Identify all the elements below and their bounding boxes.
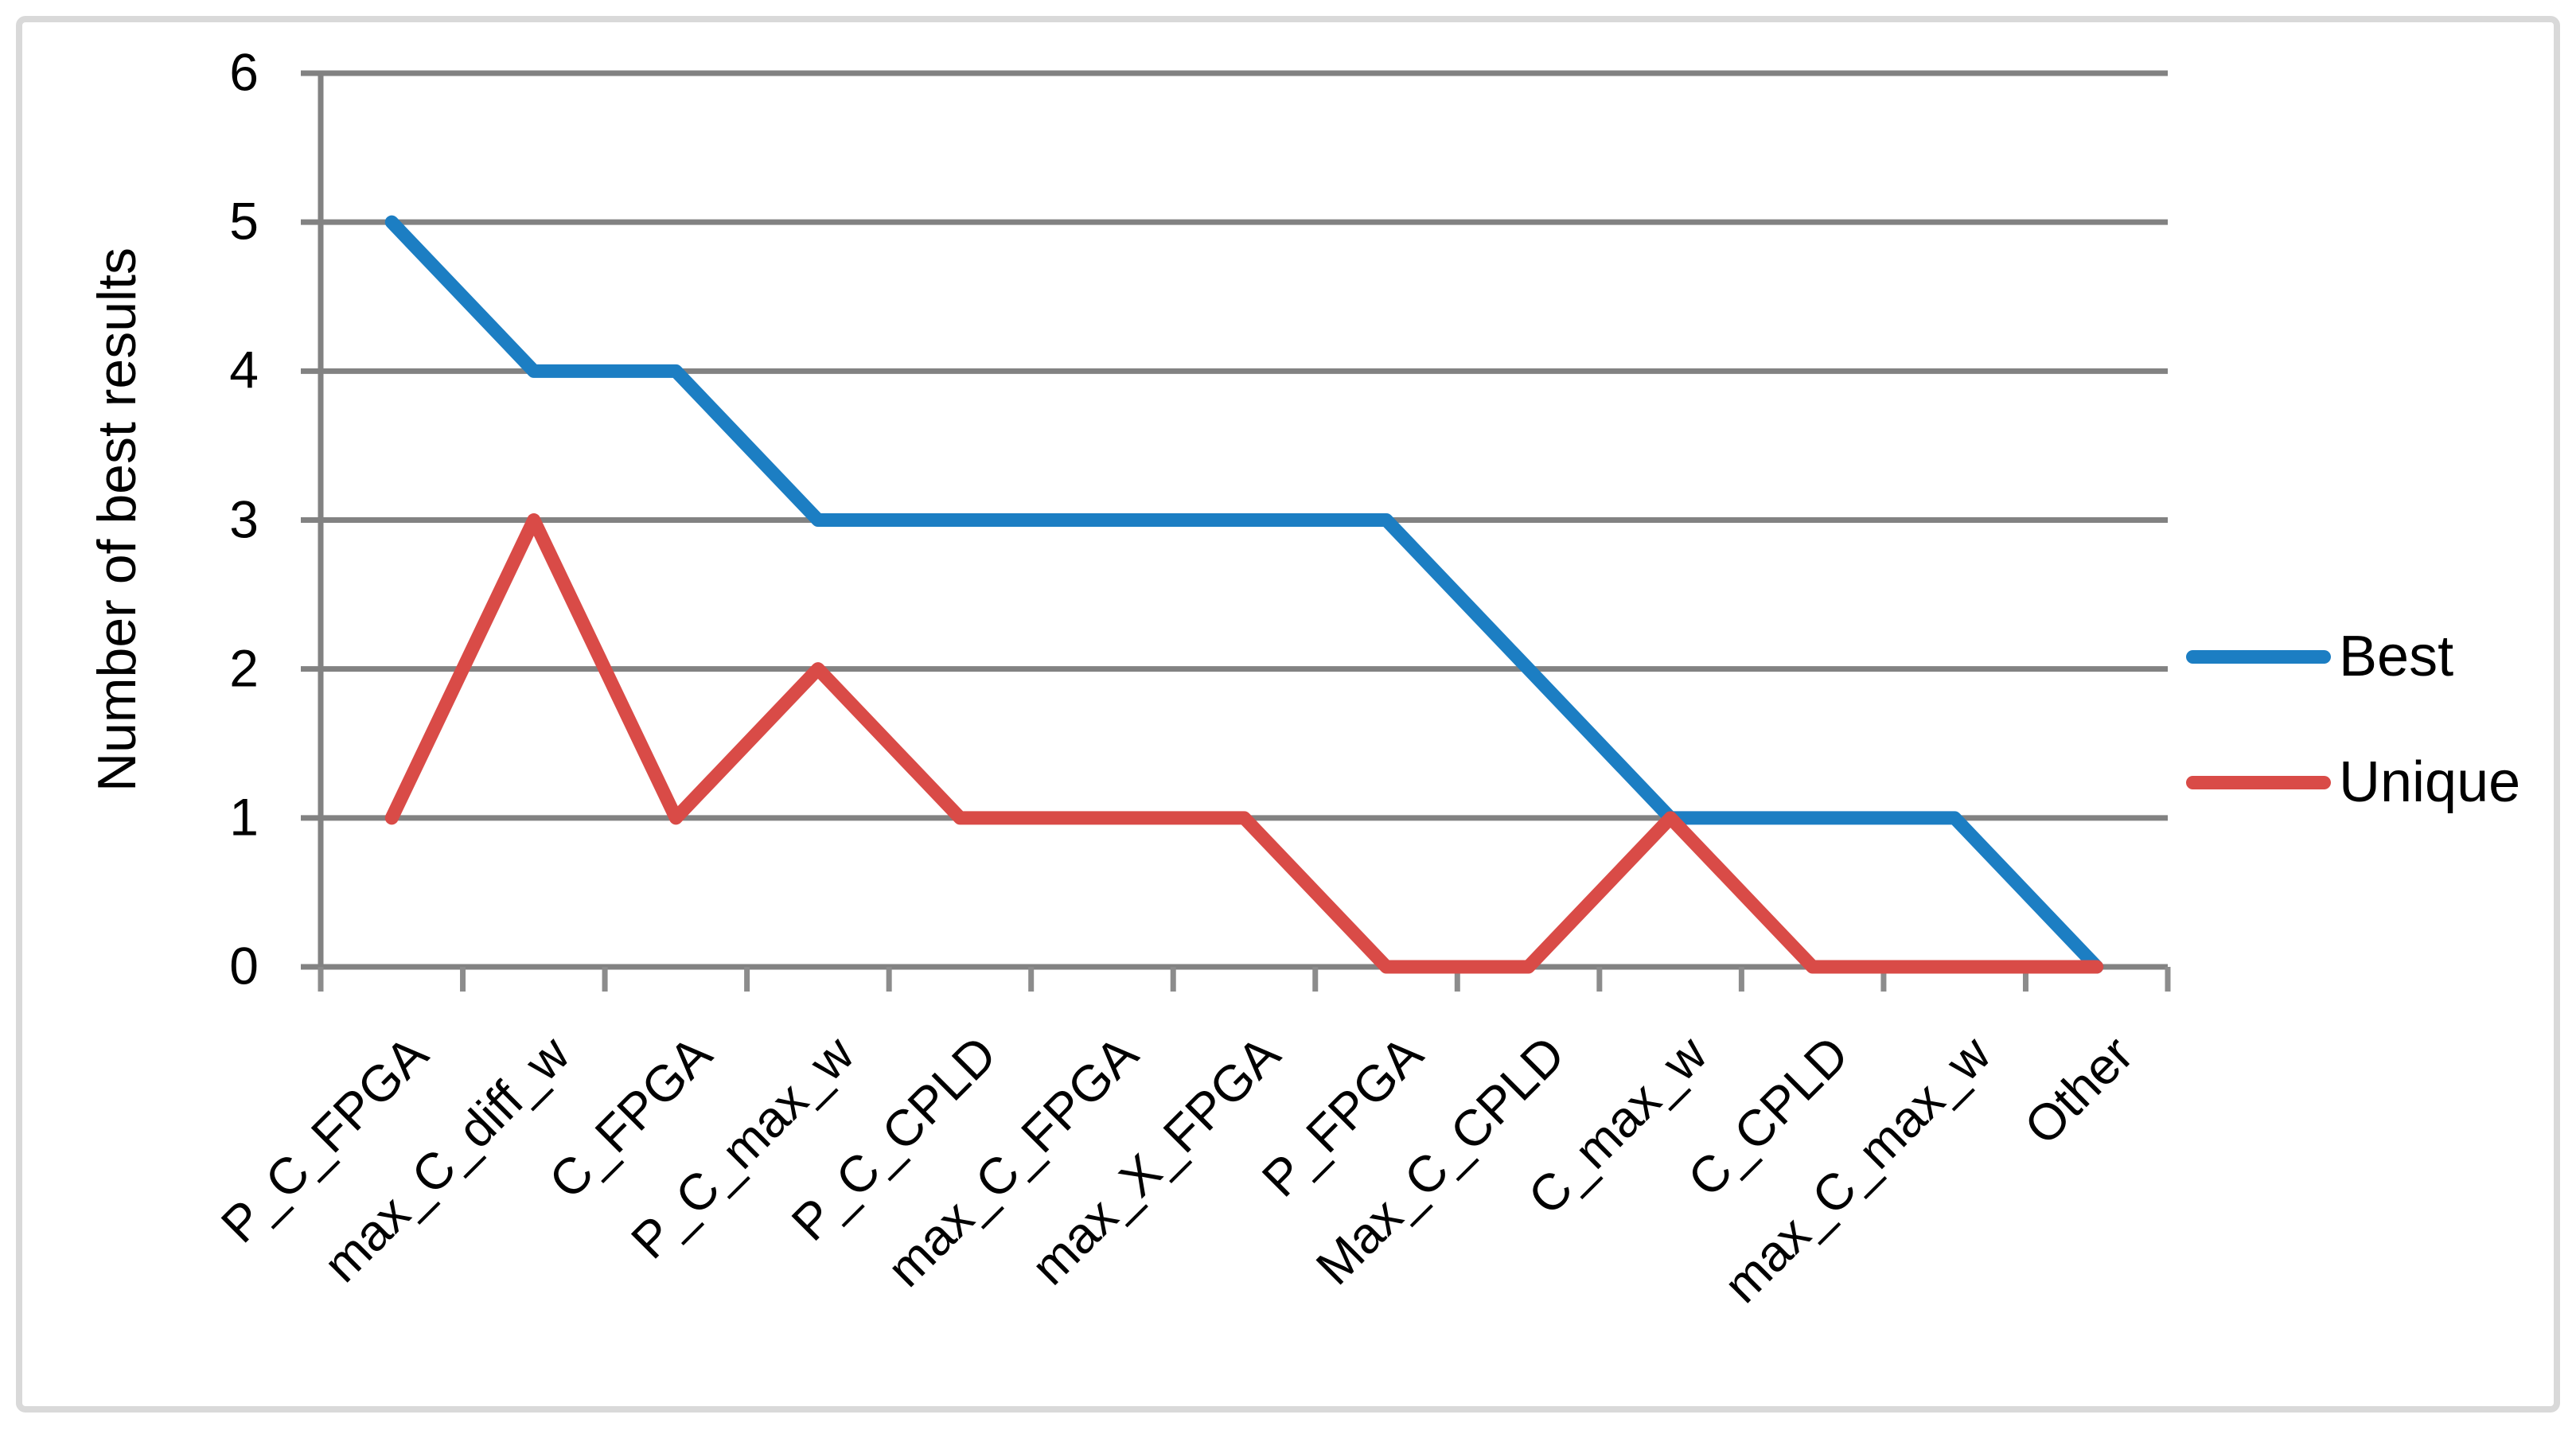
y-tick-label-5: 5 [229, 191, 259, 251]
y-tick-label-0: 0 [229, 936, 259, 996]
y-tick-label-1: 1 [229, 787, 259, 847]
y-axis-title: Number of best results [87, 247, 147, 793]
y-tick-label-3: 3 [229, 489, 259, 549]
data-series [384, 215, 2104, 974]
legend-line-unique-icon [2186, 775, 2331, 789]
legend-label-best: Best [2339, 625, 2454, 688]
series-line-best [384, 215, 2104, 974]
y-tick-label-6: 6 [229, 42, 259, 102]
y-tick-label-2: 2 [229, 638, 259, 698]
legend: Best Unique [2186, 0, 2560, 1430]
x-axis-ticks [318, 967, 2171, 992]
legend-item-best: Best [2186, 628, 2453, 685]
series-line-unique [384, 513, 2104, 974]
legend-label-unique: Unique [2339, 750, 2521, 814]
y-tick-label-4: 4 [229, 341, 259, 400]
legend-line-best-icon [2186, 649, 2331, 664]
legend-item-unique: Unique [2186, 754, 2520, 811]
